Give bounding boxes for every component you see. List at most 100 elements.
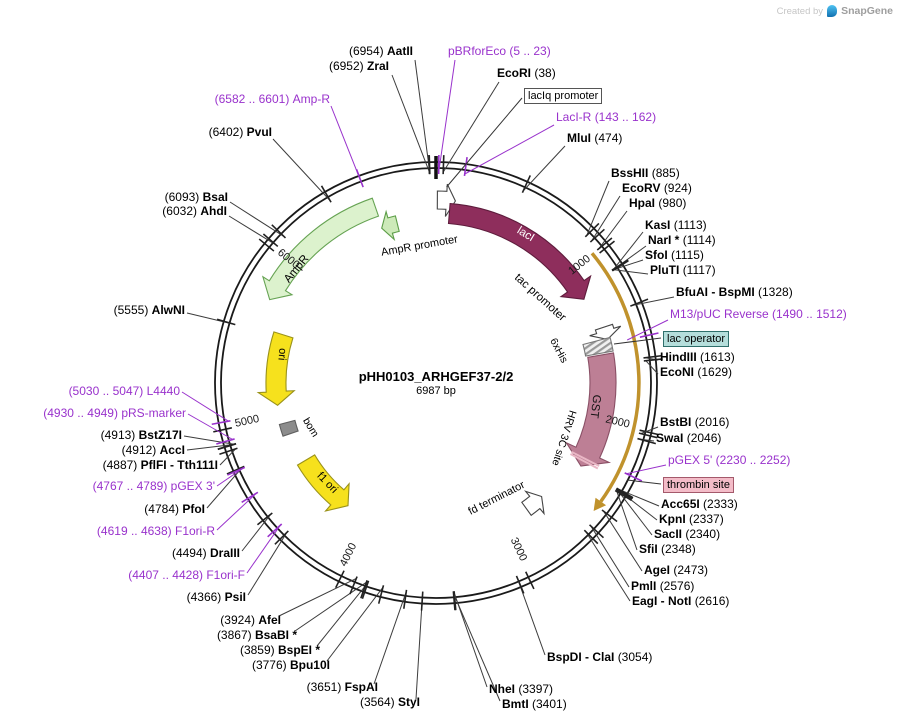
plasmid-center-label: pHH0103_ARHGEF37-2/2 6987 bp bbox=[311, 369, 561, 398]
site-name: BsaBI * bbox=[254, 628, 297, 642]
site-position: (4887) bbox=[102, 458, 138, 472]
site-tick bbox=[589, 228, 605, 243]
site-label: (3924) AfeI bbox=[220, 613, 281, 628]
site-label: (6582 .. 6601) Amp-R bbox=[215, 92, 330, 107]
position-tick-label: 3000 bbox=[508, 536, 529, 563]
site-name: BstZ17I bbox=[138, 428, 182, 442]
site-tick bbox=[615, 488, 633, 500]
orf-arc bbox=[590, 252, 641, 503]
site-name: DraIII bbox=[209, 546, 240, 560]
site-leader-line bbox=[228, 215, 277, 246]
site-label: NheI (3397) bbox=[489, 682, 553, 697]
site-leader-line bbox=[206, 466, 243, 509]
snapgene-brand-text: SnapGene bbox=[841, 5, 893, 17]
site-leader-line bbox=[438, 59, 456, 173]
site-position: (5030 .. 5047) bbox=[68, 384, 144, 398]
orf-arc-arrowhead bbox=[593, 497, 607, 511]
site-tick bbox=[420, 591, 424, 611]
site-position: (1328) bbox=[758, 285, 793, 299]
site-name: ZraI bbox=[366, 59, 389, 73]
position-tick bbox=[213, 427, 233, 433]
site-tick bbox=[521, 175, 531, 194]
site-tick bbox=[584, 222, 600, 238]
feature-label-fd-terminator: fd terminator bbox=[466, 479, 527, 518]
site-label: (4767 .. 4789) pGEX 3' bbox=[93, 479, 215, 494]
site-position: (980) bbox=[658, 196, 687, 210]
backbone-circle bbox=[214, 156, 658, 605]
site-position: (1113) bbox=[673, 218, 707, 232]
site-position: (3651) bbox=[306, 680, 342, 694]
site-name: Amp-R bbox=[292, 92, 330, 106]
site-position: (1629) bbox=[697, 365, 733, 379]
site-leader-line bbox=[632, 296, 675, 306]
site-tick bbox=[360, 580, 368, 599]
site-label: BssHII (885) bbox=[611, 166, 680, 181]
site-tick bbox=[588, 524, 605, 539]
site-position: (2046) bbox=[686, 431, 722, 445]
site-position: (885) bbox=[651, 166, 680, 180]
site-leader-line bbox=[229, 201, 285, 238]
site-label: BspDI - ClaI (3054) bbox=[547, 650, 652, 665]
site-name: BsaI bbox=[202, 190, 228, 204]
boxed-label-lac-operator: lac operator bbox=[663, 331, 730, 347]
site-position: (2616) bbox=[694, 594, 730, 608]
site-label: PmlI (2576) bbox=[631, 579, 694, 594]
site-tick bbox=[614, 489, 632, 502]
site-position: (1117) bbox=[682, 263, 716, 277]
feature-label-6xhis: 6xHis bbox=[547, 336, 570, 365]
site-name: M13/pUC Reverse bbox=[670, 307, 769, 321]
site-position: (4913) bbox=[100, 428, 136, 442]
site-position: (4767 .. 4789) bbox=[92, 479, 168, 493]
site-label: (3859) BspEI * bbox=[240, 643, 320, 658]
created-by-text: Created by bbox=[776, 5, 824, 17]
site-position: (6402) bbox=[208, 125, 244, 139]
site-label: BstBI (2016) bbox=[660, 415, 729, 430]
site-name: HpaI bbox=[629, 196, 656, 210]
site-position: (6032) bbox=[162, 204, 197, 218]
site-leader-line bbox=[645, 360, 659, 375]
site-position: (1490 .. 1512) bbox=[772, 307, 847, 321]
site-label: SwaI (2046) bbox=[656, 431, 721, 446]
feature-label-bom: bom bbox=[300, 416, 321, 440]
site-tick bbox=[624, 472, 643, 482]
site-name: F1ori-F bbox=[206, 568, 245, 582]
site-label: HpaI (980) bbox=[629, 196, 686, 211]
site-position: (4494) bbox=[171, 546, 207, 560]
site-position: (2016) bbox=[694, 415, 730, 429]
site-tick bbox=[638, 432, 658, 439]
site-label: (3867) BsaBI * bbox=[217, 628, 297, 643]
site-name: Bpu10I bbox=[289, 658, 330, 672]
site-position: (4930 .. 4949) bbox=[43, 406, 118, 420]
position-tick-label: 2000 bbox=[604, 413, 631, 430]
site-leader-line bbox=[247, 532, 288, 596]
site-name: EcoRV bbox=[622, 181, 661, 195]
site-name: pGEX 3' bbox=[170, 479, 215, 493]
site-leader-line bbox=[278, 577, 357, 617]
position-tick bbox=[258, 238, 275, 252]
hrv-3c-site-marker bbox=[571, 451, 600, 467]
site-leader-line bbox=[187, 413, 233, 440]
site-name: SacII bbox=[654, 527, 683, 541]
site-label: BfuAI - BspMI (1328) bbox=[676, 285, 793, 300]
feature-label-gst: GST bbox=[588, 394, 603, 419]
site-leader-line bbox=[591, 195, 621, 241]
site-leader-line bbox=[626, 319, 669, 341]
site-name: BfuAI - BspMI bbox=[676, 285, 755, 299]
site-label: EagI - NotI (2616) bbox=[632, 594, 729, 609]
feature-ori bbox=[256, 331, 296, 406]
site-position: (474) bbox=[594, 131, 623, 145]
site-name: EcoRI bbox=[497, 66, 532, 80]
site-label: NarI * (1114) bbox=[648, 233, 716, 248]
site-tick bbox=[227, 466, 246, 476]
site-name: BstBI bbox=[660, 415, 692, 429]
site-leader-line bbox=[598, 210, 628, 250]
site-position: (3397) bbox=[518, 682, 554, 696]
site-name: AccI bbox=[159, 443, 185, 457]
site-position: (4407 .. 4428) bbox=[128, 568, 203, 582]
site-leader-line bbox=[391, 74, 430, 173]
site-label: pGEX 5' (2230 .. 2252) bbox=[668, 453, 790, 468]
site-label: EcoRV (924) bbox=[622, 181, 692, 196]
site-tick bbox=[630, 298, 649, 307]
site-name: MluI bbox=[567, 131, 591, 145]
site-tick bbox=[320, 185, 332, 203]
